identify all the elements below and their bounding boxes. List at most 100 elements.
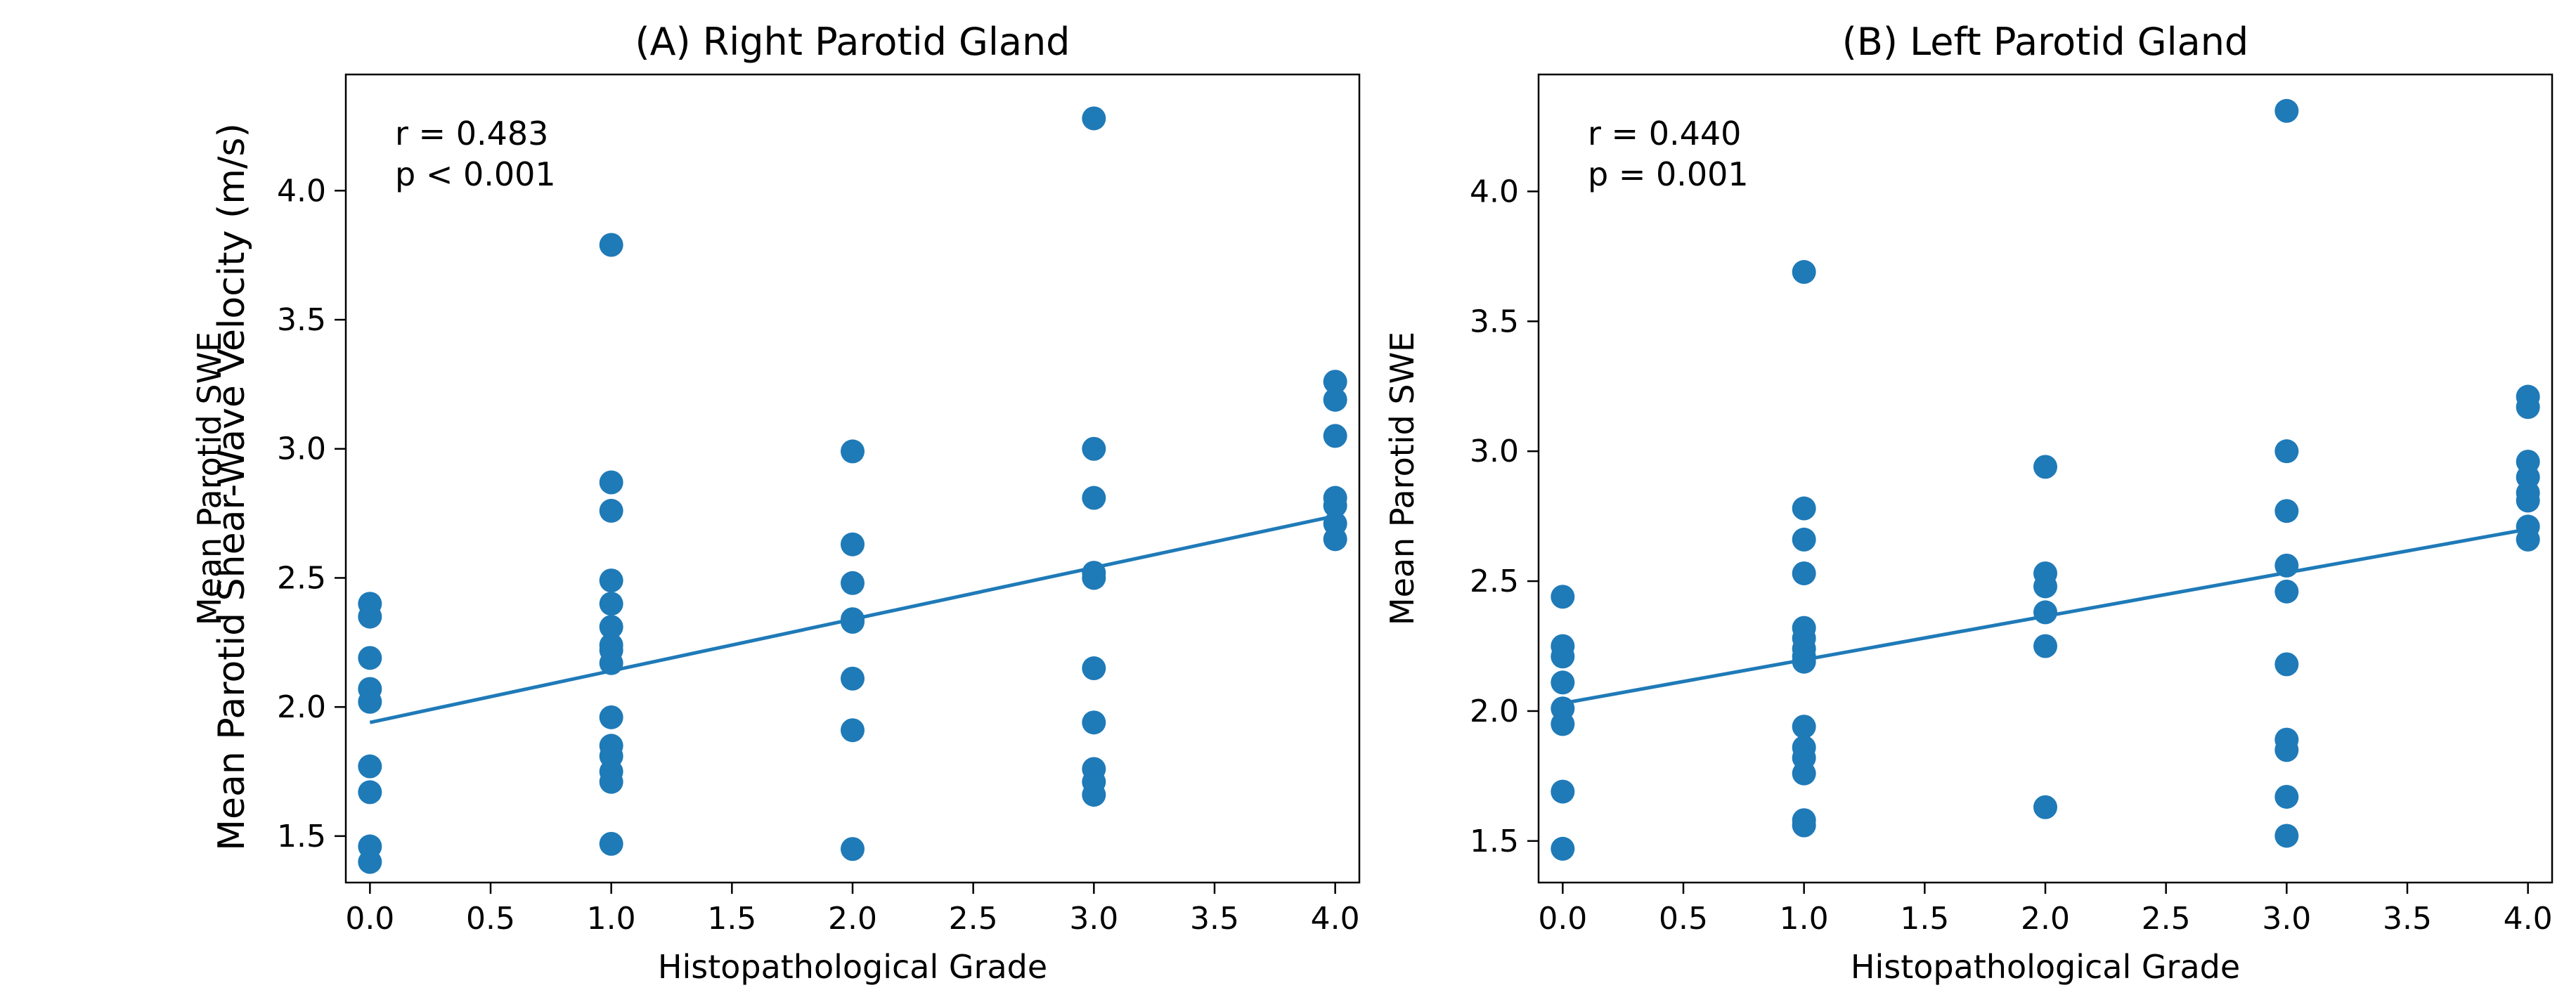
chart-b-point-46 bbox=[2516, 527, 2540, 552]
chart-b-xtick-label-2: 1.0 bbox=[1780, 901, 1829, 937]
chart-a-point-48 bbox=[1323, 527, 1347, 552]
chart-a-point-23 bbox=[599, 831, 623, 856]
chart-a-point-29 bbox=[841, 666, 865, 691]
chart-b-ytick-label-1: 2.0 bbox=[1470, 694, 1519, 729]
chart-b-ytick-label-5: 4.0 bbox=[1470, 174, 1519, 209]
chart-a-point-43 bbox=[1323, 387, 1347, 412]
chart-a-xtick-label-2: 1.0 bbox=[587, 901, 636, 937]
chart-b-point-38 bbox=[2274, 824, 2299, 848]
chart-b-point-8 bbox=[1792, 260, 1816, 285]
chart-a-point-17 bbox=[599, 651, 623, 675]
chart-a-ytick-label-4: 3.5 bbox=[277, 302, 326, 338]
chart-a-point-34 bbox=[1082, 486, 1106, 510]
chart-a-point-11 bbox=[599, 498, 623, 523]
chart-b-xtick-label-6: 3.0 bbox=[2262, 901, 2311, 937]
chart-a-point-5 bbox=[358, 754, 382, 779]
chart-a-point-1 bbox=[358, 604, 382, 629]
chart-b-point-37 bbox=[2274, 784, 2299, 809]
chart-a-xlabel: Histopathological Grade bbox=[658, 948, 1047, 986]
chart-b-xtick-label-7: 3.5 bbox=[2383, 901, 2432, 937]
chart-a-point-41 bbox=[1082, 783, 1106, 807]
chart-b-ylabel: Mean Parotid SWE bbox=[1383, 332, 1421, 625]
chart-a-point-33 bbox=[1082, 436, 1106, 461]
chart-a-point-22 bbox=[599, 769, 623, 794]
chart-b-xtick-label-1: 0.5 bbox=[1659, 901, 1708, 937]
chart-a-point-42 bbox=[1323, 370, 1347, 394]
chart-a-xtick-label-5: 2.5 bbox=[949, 901, 998, 937]
chart-b-xtick-label-4: 2.0 bbox=[2021, 901, 2070, 937]
chart-a-xtick-label-8: 4.0 bbox=[1311, 901, 1360, 937]
chart-b-ytick-label-3: 3.0 bbox=[1470, 434, 1519, 469]
chart-b-point-6 bbox=[1551, 779, 1575, 804]
chart-b-point-28 bbox=[2033, 795, 2057, 819]
chart-a-point-44 bbox=[1323, 424, 1347, 448]
chart-b-xtick-label-5: 2.5 bbox=[2142, 901, 2191, 937]
chart-b-title: (B) Left Parotid Gland bbox=[1842, 20, 2248, 64]
chart-a-annotation-0: r = 0.483 bbox=[395, 115, 548, 152]
chart-b-point-10 bbox=[1792, 527, 1816, 552]
chart-a-point-4 bbox=[358, 689, 382, 714]
chart-a-point-12 bbox=[599, 568, 623, 593]
chart-b-point-26 bbox=[2033, 600, 2057, 625]
chart-b-point-7 bbox=[1551, 836, 1575, 861]
chart-b-ytick-label-2: 2.5 bbox=[1470, 564, 1519, 599]
chart-b-point-23 bbox=[2033, 455, 2057, 479]
chart-a-xtick-label-7: 3.5 bbox=[1190, 901, 1239, 937]
chart-b-ytick-label-0: 1.5 bbox=[1470, 824, 1519, 859]
chart-b-ytick-label-4: 3.5 bbox=[1470, 304, 1519, 339]
chart-a-title: (A) Right Parotid Gland bbox=[635, 20, 1070, 64]
chart-b-point-9 bbox=[1792, 496, 1816, 521]
chart-a-ytick-label-0: 1.5 bbox=[277, 819, 326, 854]
chart-b-point-44 bbox=[2516, 488, 2540, 513]
chart-a-point-32 bbox=[1082, 106, 1106, 131]
chart-a-xtick-label-6: 3.0 bbox=[1069, 901, 1118, 937]
chart-a-point-18 bbox=[599, 705, 623, 729]
chart-a-point-13 bbox=[599, 592, 623, 616]
chart-b-point-3 bbox=[1551, 670, 1575, 695]
chart-a-ytick-label-2: 2.5 bbox=[277, 560, 326, 596]
chart-b-point-33 bbox=[2274, 579, 2299, 604]
chart-b-xtick-label-8: 4.0 bbox=[2504, 901, 2553, 937]
chart-a-xtick-label-1: 0.5 bbox=[466, 901, 515, 937]
chart-a-point-6 bbox=[358, 780, 382, 805]
chart-b-point-40 bbox=[2516, 395, 2540, 419]
chart-b-point-31 bbox=[2274, 499, 2299, 523]
chart-a-point-9 bbox=[599, 233, 623, 257]
chart-b-point-27 bbox=[2033, 634, 2057, 658]
chart-a-point-14 bbox=[599, 615, 623, 639]
chart-a-point-10 bbox=[599, 470, 623, 495]
chart-a-point-28 bbox=[841, 609, 865, 634]
chart-a-point-38 bbox=[1082, 710, 1106, 735]
chart-b-xtick-label-0: 0.0 bbox=[1538, 901, 1587, 937]
chart-a-annotation-1: p < 0.001 bbox=[395, 155, 556, 193]
chart-a-frame bbox=[344, 73, 1361, 884]
chart-b-point-36 bbox=[2274, 738, 2299, 762]
chart-a-xtick-label-3: 1.5 bbox=[707, 901, 756, 937]
chart-b-point-20 bbox=[1792, 761, 1816, 786]
chart-b: (B) Left Parotid Gland 0.0 0.5 1.0 1.5 2.0 2.5… bbox=[1383, 20, 2554, 986]
chart-a: (A) Right Parotid Gland 0.0 0.5 1.0 1.5 2.0 2.… bbox=[190, 20, 1361, 986]
chart-b-point-2 bbox=[1551, 644, 1575, 669]
chart-b-point-32 bbox=[2274, 553, 2299, 578]
chart-a-ytick-label-3: 3.0 bbox=[277, 431, 326, 467]
chart-a-point-24 bbox=[841, 439, 865, 464]
chart-b-point-11 bbox=[1792, 561, 1816, 585]
chart-b-point-29 bbox=[2274, 98, 2299, 123]
chart-a-point-30 bbox=[841, 718, 865, 743]
chart-a-ylabel: Mean Parotid SWE bbox=[190, 332, 228, 625]
chart-a-point-8 bbox=[358, 850, 382, 874]
chart-b-annotation-1: p = 0.001 bbox=[1588, 155, 1749, 193]
chart-a-ytick-label-1: 2.0 bbox=[277, 689, 326, 725]
chart-b-point-5 bbox=[1551, 712, 1575, 736]
chart-a-xtick-label-0: 0.0 bbox=[345, 901, 394, 937]
chart-a-point-31 bbox=[841, 837, 865, 861]
chart-b-point-16 bbox=[1792, 649, 1816, 674]
chart-a-point-46 bbox=[1323, 493, 1347, 518]
chart-b-xtick-label-3: 1.5 bbox=[1900, 901, 1949, 937]
chart-b-annotation-0: r = 0.440 bbox=[1588, 115, 1741, 152]
chart-b-point-22 bbox=[1792, 813, 1816, 838]
chart-a-xtick-label-4: 2.0 bbox=[828, 901, 877, 937]
chart-a-ytick-label-5: 4.0 bbox=[277, 173, 326, 209]
